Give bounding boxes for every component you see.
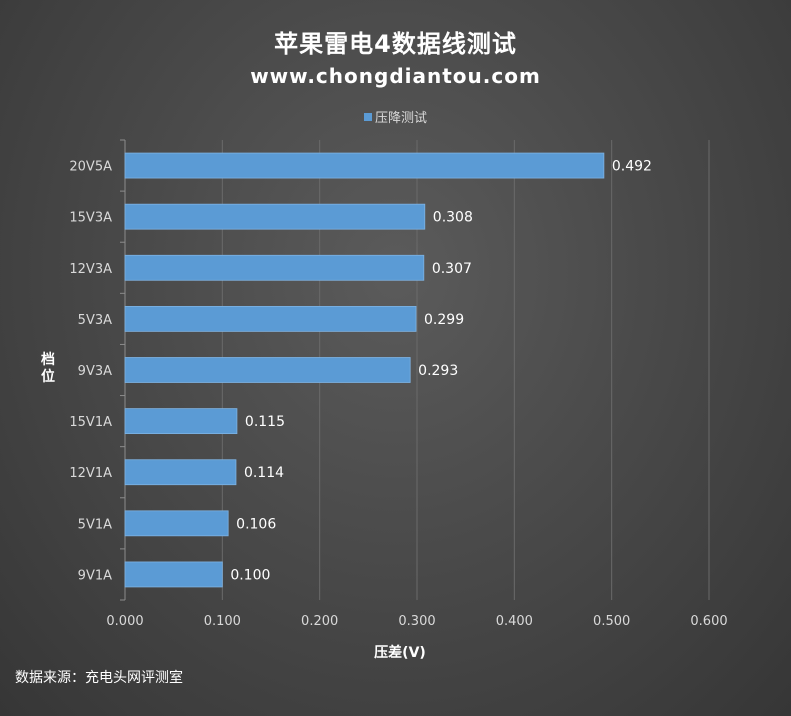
x-tick-label: 0.400 [496, 614, 533, 629]
bar [124, 305, 417, 332]
data-label: 0.299 [424, 312, 464, 328]
bar [124, 408, 238, 435]
x-tick-label: 0.500 [593, 614, 630, 629]
bar [124, 459, 237, 486]
data-label: 0.492 [612, 159, 652, 175]
y-tick-label: 20V5A [69, 160, 112, 175]
legend: 压降测试 [0, 107, 791, 126]
bar [124, 561, 223, 588]
data-label: 0.114 [244, 465, 284, 481]
chart-subtitle: www.chongdiantou.com [250, 64, 541, 88]
y-tick-label: 5V1A [78, 517, 112, 532]
y-tick-label: 15V3A [69, 211, 112, 226]
data-label: 0.106 [236, 516, 276, 532]
bar [124, 357, 411, 383]
legend-label: 压降测试 [374, 111, 427, 126]
data-label: 0.115 [245, 414, 285, 430]
y-tick-label: 15V1A [69, 415, 112, 430]
y-tick-label: 12V1A [69, 466, 112, 481]
y-tick-label: 12V3A [69, 262, 112, 277]
data-source-note: 数据来源：充电头网评测室 [15, 670, 183, 686]
legend-swatch [363, 113, 372, 121]
data-label: 0.293 [418, 363, 458, 379]
x-tick-label: 0.100 [204, 614, 241, 629]
data-label: 0.100 [230, 567, 270, 583]
bar [124, 510, 229, 537]
x-tick-label: 0.300 [398, 614, 435, 629]
y-tick-label: 9V3A [78, 364, 112, 379]
y-tick-label: 5V3A [78, 313, 112, 328]
bar [124, 152, 605, 179]
chart-title: 苹果雷电4数据线测试 [274, 30, 517, 58]
x-tick-label: 0.600 [690, 614, 727, 629]
bar [124, 203, 426, 230]
x-tick-label: 0.000 [106, 614, 143, 629]
data-label: 0.308 [433, 210, 473, 226]
x-tick-label: 0.200 [301, 614, 338, 629]
bar [124, 254, 425, 281]
x-axis-label: 压差(V) [374, 645, 426, 661]
y-tick-label: 9V1A [78, 568, 112, 583]
y-axis-label: 档位 [41, 352, 55, 385]
data-label: 0.307 [432, 261, 472, 277]
